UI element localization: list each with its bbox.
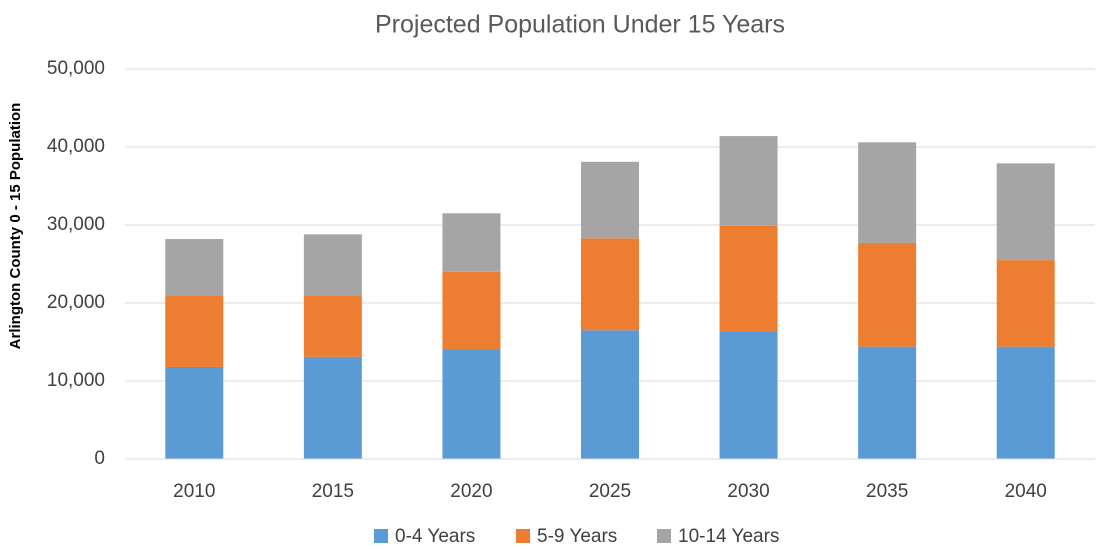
bar-segment [581,161,639,239]
x-tick-label: 2025 [589,481,631,502]
bar-segment [303,295,362,357]
legend-swatch [374,529,388,543]
bar-segment [858,346,917,459]
y-tick-label: 10,000 [47,370,105,391]
x-tick-label: 2020 [450,481,492,502]
legend-swatch [516,529,530,543]
y-axis-title: Arlington County 0 - 15 Population [7,103,24,350]
legend-label: 5-9 Years [537,526,617,547]
bar-segment [303,356,362,459]
bar-segment [719,136,778,226]
bar-segment [996,346,1055,459]
bar-segment [442,213,501,272]
bar-segment [858,242,917,347]
bar-segment [303,234,362,296]
x-tick-label: 2035 [866,481,908,502]
y-tick-label: 20,000 [47,292,105,313]
bar-segment [165,295,224,367]
bar-segment [996,163,1055,261]
bar-segment [442,271,501,350]
x-tick-label: 2030 [727,481,769,502]
bar-segment [996,260,1055,347]
bar-segment [719,331,778,459]
legend-label: 0-4 Years [395,526,475,547]
y-tick-label: 40,000 [47,136,105,157]
y-tick-label: 50,000 [47,58,105,79]
bar-segment [165,239,224,296]
bar-segment [719,225,778,332]
y-tick-label: 30,000 [47,214,105,235]
bar-segment [581,238,639,331]
x-tick-label: 2040 [1005,481,1047,502]
bar-segment [858,142,917,243]
y-tick-label: 0 [94,448,105,469]
bar-segment [442,349,501,459]
bar-segment [165,366,224,459]
chart-title: Projected Population Under 15 Years [375,11,785,39]
x-tick-label: 2015 [312,481,354,502]
legend-swatch [657,529,671,543]
legend-label: 10-14 Years [678,526,779,547]
bar-segment [581,330,639,459]
x-tick-label: 2010 [173,481,215,502]
